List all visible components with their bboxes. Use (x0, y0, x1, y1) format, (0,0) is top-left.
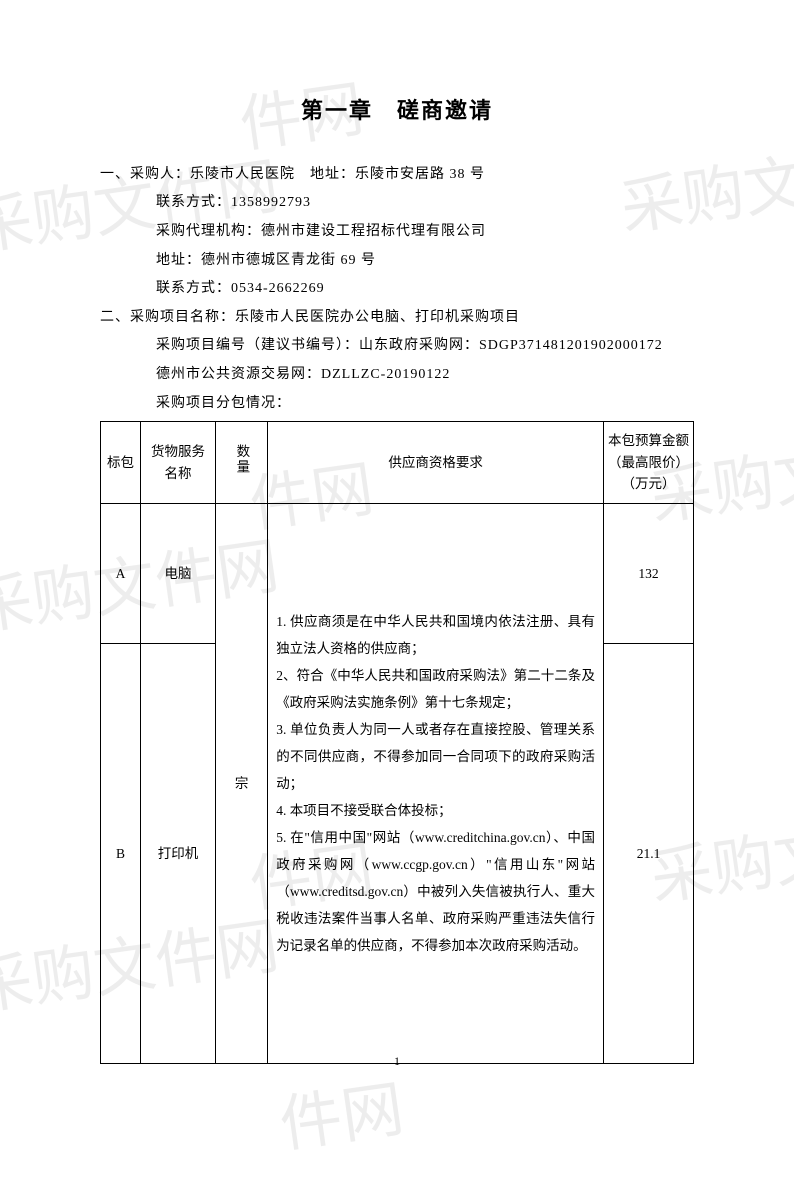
cell-package-b: B (101, 643, 141, 1063)
buyer-line: 一、采购人：乐陵市人民医院 地址：乐陵市安居路 38 号 (100, 162, 694, 189)
th-quantity: 数量 (216, 422, 268, 504)
agency-addr-line: 地址：德州市德城区青龙街 69 号 (100, 248, 694, 275)
project-name-label: 采购项目名称： (130, 310, 235, 325)
agency-line: 采购代理机构：德州市建设工程招标代理有限公司 (100, 219, 694, 246)
section1-label: 一、 (100, 167, 130, 182)
cell-budget-b: 21.1 (604, 643, 694, 1063)
package-info-label: 采购项目分包情况： (156, 396, 291, 411)
th-budget: 本包预算金额（最高限价）（万元） (604, 422, 694, 504)
contact-label: 联系方式： (156, 195, 231, 210)
project-name-line: 二、采购项目名称：乐陵市人民医院办公电脑、打印机采购项目 (100, 305, 694, 332)
page-title: 第一章 磋商邀请 (100, 90, 694, 132)
th-requirements: 供应商资格要求 (268, 422, 604, 504)
contact-label2: 联系方式： (156, 281, 231, 296)
agency-contact: 0534-2662269 (231, 281, 325, 296)
project-code-line: 采购项目编号（建议书编号）：山东政府采购网：SDGP37148120190200… (100, 333, 694, 360)
agency-contact-line: 联系方式：0534-2662269 (100, 276, 694, 303)
section2-label: 二、 (100, 310, 130, 325)
project-code: SDGP371481201902000172 (479, 338, 663, 353)
exchange-code-line: 德州市公共资源交易网：DZLLZC-20190122 (100, 362, 694, 389)
package-info-line: 采购项目分包情况： (100, 391, 694, 418)
cell-goods-b: 打印机 (141, 643, 216, 1063)
buyer-contact: 1358992793 (231, 195, 311, 210)
exchange-site-label: 德州市公共资源交易网： (156, 367, 321, 382)
th-package: 标包 (101, 422, 141, 504)
addr2-label: 地址： (156, 253, 201, 268)
buyer-contact-line: 联系方式：1358992793 (100, 190, 694, 217)
package-table: 标包 货物服务名称 数量 供应商资格要求 本包预算金额（最高限价）（万元） A … (100, 421, 694, 1064)
project-code-label: 采购项目编号（建议书编号）： (156, 338, 359, 353)
project-code-site: 山东政府采购网： (359, 338, 479, 353)
table-row: A 电脑 宗 1. 供应商须是在中华人民共和国境内依法注册、具有独立法人资格的供… (101, 503, 694, 643)
page-number: 1 (0, 1050, 794, 1073)
buyer-name: 乐陵市人民医院 (190, 167, 295, 182)
exchange-code: DZLLZC-20190122 (321, 367, 450, 382)
buyer-addr: 乐陵市安居路 38 号 (355, 167, 485, 182)
buyer-label: 采购人： (130, 167, 190, 182)
project-name: 乐陵市人民医院办公电脑、打印机采购项目 (235, 310, 520, 325)
addr-label: 地址： (310, 167, 355, 182)
th-goods-name: 货物服务名称 (141, 422, 216, 504)
cell-qty: 宗 (216, 503, 268, 1063)
agency-label: 采购代理机构： (156, 224, 261, 239)
cell-requirements: 1. 供应商须是在中华人民共和国境内依法注册、具有独立法人资格的供应商； 2、符… (268, 503, 604, 1063)
agency-name: 德州市建设工程招标代理有限公司 (261, 224, 486, 239)
agency-addr: 德州市德城区青龙街 69 号 (201, 253, 376, 268)
cell-goods-a: 电脑 (141, 503, 216, 643)
cell-budget-a: 132 (604, 503, 694, 643)
cell-package-a: A (101, 503, 141, 643)
table-header-row: 标包 货物服务名称 数量 供应商资格要求 本包预算金额（最高限价）（万元） (101, 422, 694, 504)
